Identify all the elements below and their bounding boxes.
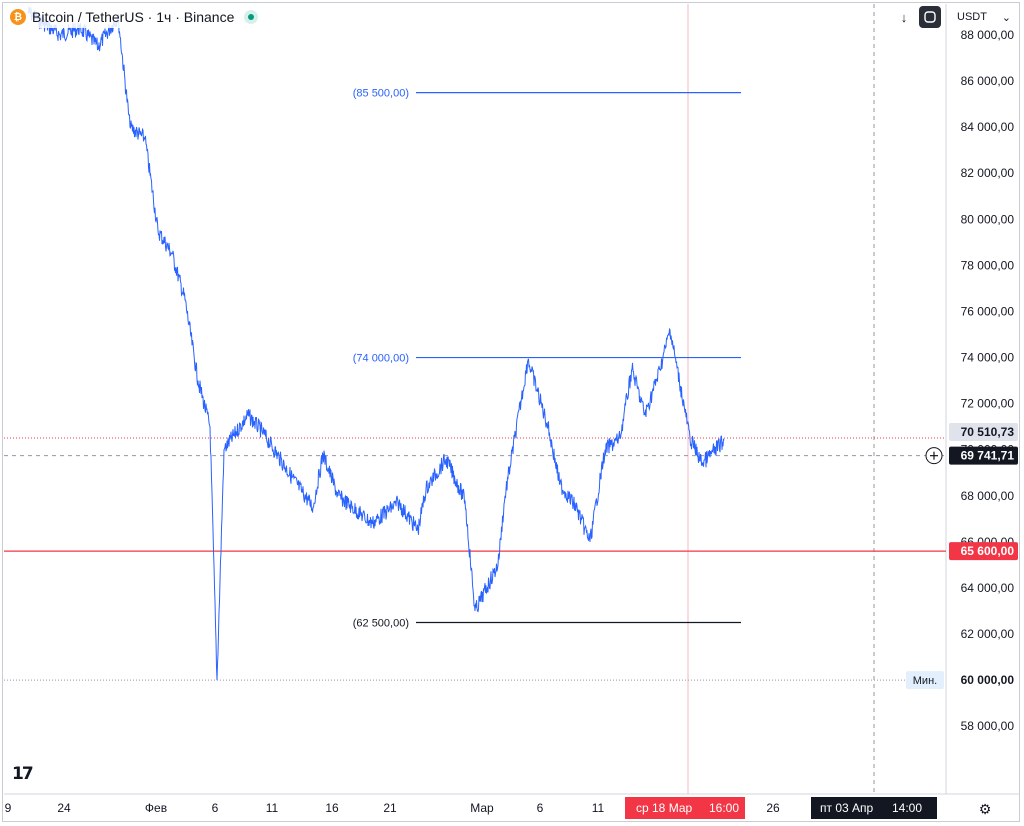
x-tick-label: 24	[57, 801, 71, 815]
crosshair-date-badge	[625, 797, 745, 819]
arrow-down-icon: ↓	[900, 9, 908, 25]
crosshair-time-label: 16:00	[709, 801, 739, 815]
y-tick-label: 88 000,00	[961, 28, 1015, 42]
level-label-85500: (85 500,00)	[353, 88, 409, 100]
y-tick-label: 68 000,00	[961, 489, 1015, 503]
min-price-label: 60 000,00	[961, 673, 1015, 687]
crosshair-price-badge	[949, 446, 1018, 465]
reset-view-icon	[924, 11, 936, 23]
crosshair-date-label: ср 18 Мар	[636, 801, 692, 815]
end-time-label: 14:00	[892, 801, 922, 815]
settings-button[interactable]: ⚙	[975, 799, 995, 819]
min-price-badge	[949, 671, 1018, 690]
reset-view-button[interactable]	[919, 6, 941, 28]
y-tick-label: 82 000,00	[961, 166, 1015, 180]
crosshair-price-label: 69 741,71	[961, 449, 1015, 463]
y-tick-label: 80 000,00	[961, 212, 1015, 226]
bitcoin-icon: ₿	[10, 9, 26, 25]
currency-label: USDT	[957, 11, 987, 23]
x-tick-label: 21	[383, 801, 397, 815]
chevron-down-icon: ⌄	[1001, 11, 1011, 24]
price-series-line[interactable]	[27, 6, 725, 681]
y-tick-label: 64 000,00	[961, 581, 1015, 595]
level-label-62500: (62 500,00)	[353, 618, 409, 630]
y-tick-label: 78 000,00	[961, 258, 1015, 272]
market-open-icon	[244, 10, 259, 24]
x-tick-label: Мар	[470, 801, 494, 815]
y-tick-label: 58 000,00	[961, 719, 1015, 733]
x-tick-label: 6	[537, 801, 544, 815]
end-date-badge	[811, 797, 937, 819]
level-label-74000: (74 000,00)	[353, 353, 409, 365]
last-price-badge	[949, 422, 1018, 441]
y-tick-label: 62 000,00	[961, 627, 1015, 641]
x-tick-label: 16	[325, 801, 339, 815]
last-price-label: 70 510,73	[961, 425, 1015, 439]
scroll-down-button[interactable]: ↓	[893, 6, 915, 28]
x-tick-label: 11	[266, 801, 279, 815]
currency-select[interactable]: USDT ⌄	[949, 6, 1019, 28]
end-date-label: пт 03 Апр	[820, 801, 874, 815]
symbol-header[interactable]: ₿ Bitcoin / TetherUS · 1ч · Binance	[10, 6, 265, 28]
x-tick-label: 9	[5, 801, 12, 815]
x-tick-label: 26	[766, 801, 780, 815]
settings-icon: ⚙	[978, 800, 992, 817]
y-tick-label: 74 000,00	[961, 351, 1015, 365]
support-price-badge	[949, 542, 1018, 561]
symbol-title[interactable]: Bitcoin / TetherUS · 1ч · Binance	[32, 9, 235, 25]
logo-text: 17	[12, 764, 34, 784]
x-tick-label: Фев	[145, 801, 167, 815]
x-tick-label: 6	[212, 801, 219, 815]
support-price-label: 65 600,00	[961, 544, 1015, 558]
tradingview-logo: 17	[12, 764, 34, 784]
y-tick-label: 72 000,00	[961, 397, 1015, 411]
x-tick-label: 11	[592, 801, 605, 815]
min-tag-badge	[906, 671, 944, 690]
y-tick-label: 84 000,00	[961, 120, 1015, 134]
y-tick-label: 86 000,00	[961, 74, 1015, 88]
y-tick-label: 76 000,00	[961, 304, 1015, 318]
min-tag-label: Мин.	[913, 675, 937, 687]
